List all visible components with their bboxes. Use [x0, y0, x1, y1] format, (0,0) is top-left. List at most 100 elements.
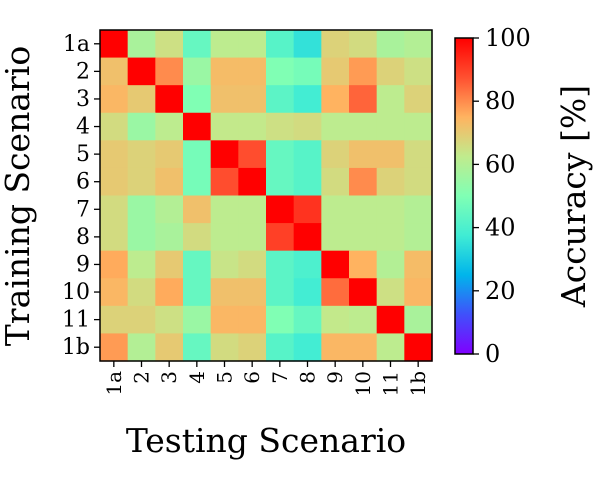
- heatmap-cell: [266, 85, 295, 114]
- heatmap-cell: [376, 223, 405, 252]
- heatmap-cell: [238, 57, 267, 86]
- heatmap-cell: [183, 85, 212, 114]
- heatmap-cell: [404, 30, 433, 59]
- heatmap-cell: [349, 223, 378, 252]
- colorbar: [454, 37, 474, 355]
- heatmap-cell: [404, 250, 433, 279]
- heatmap-cell: [266, 195, 295, 224]
- colorbar-tick-label: 60: [485, 150, 516, 178]
- heatmap-cell: [183, 278, 212, 307]
- colorbar-tick-label: 0: [485, 340, 500, 368]
- heatmap-cell: [238, 140, 267, 169]
- heatmap-cell: [183, 223, 212, 252]
- heatmap-cell: [238, 112, 267, 141]
- x-tick-label: 5: [213, 371, 237, 384]
- heatmap-cell: [127, 167, 156, 197]
- heatmap-cell: [376, 278, 405, 307]
- heatmap-cell: [238, 305, 267, 335]
- heatmap-cell: [349, 333, 378, 362]
- heatmap-cell: [376, 140, 405, 169]
- heatmap-cell: [321, 250, 350, 279]
- heatmap-cell: [127, 57, 156, 86]
- heatmap-cell: [404, 167, 433, 197]
- heatmap-cell: [100, 278, 129, 307]
- heatmap-cell: [376, 167, 405, 197]
- heatmap-cell: [321, 278, 350, 307]
- heatmap-cell: [155, 278, 184, 307]
- heatmap-cell: [293, 112, 322, 141]
- y-tick-label: 1a: [63, 32, 90, 57]
- heatmap-cell: [293, 57, 322, 86]
- heatmap-cell: [404, 305, 433, 335]
- heatmap-cell: [127, 140, 156, 169]
- heatmap-cell: [349, 85, 378, 114]
- heatmap-cell: [321, 85, 350, 114]
- x-tick-label: 2: [130, 371, 154, 384]
- x-tick-label: 1b: [406, 371, 430, 397]
- heatmap-cells: [100, 30, 433, 362]
- heatmap-cell: [266, 112, 295, 141]
- y-tick-label: 1b: [62, 335, 90, 360]
- x-tick-label: 10: [351, 371, 375, 396]
- heatmap-cell: [376, 195, 405, 224]
- heatmap-cell: [155, 195, 184, 224]
- colorbar-ticks: 0 20 40 60 80 100: [473, 24, 531, 368]
- heatmap-cell: [155, 57, 184, 86]
- x-tick-label: 6: [240, 371, 264, 384]
- heatmap-cell: [321, 57, 350, 86]
- heatmap-cell: [210, 57, 239, 86]
- heatmap-cell: [404, 140, 433, 169]
- heatmap-cell: [349, 140, 378, 169]
- heatmap-cell: [100, 30, 129, 59]
- heatmap-cell: [293, 333, 322, 362]
- heatmap-cell: [183, 195, 212, 224]
- colorbar-tick-label: 80: [485, 87, 516, 115]
- heatmap-cell: [349, 57, 378, 86]
- heatmap-cell: [404, 333, 433, 362]
- heatmap-cell: [127, 112, 156, 141]
- heatmap-cell: [349, 195, 378, 224]
- heatmap-cell: [183, 167, 212, 197]
- heatmap-cell: [266, 57, 295, 86]
- heatmap-cell: [293, 30, 322, 59]
- heatmap-cell: [293, 223, 322, 252]
- heatmap-cell: [210, 250, 239, 279]
- heatmap-cell: [183, 140, 212, 169]
- heatmap-cell: [100, 305, 129, 335]
- heatmap-cell: [376, 305, 405, 335]
- heatmap-cell: [404, 195, 433, 224]
- heatmap-cell: [100, 195, 129, 224]
- x-tick-label: 9: [323, 371, 347, 384]
- heatmap-cell: [238, 30, 267, 59]
- heatmap-cell: [293, 278, 322, 307]
- y-tick-label: 11: [62, 308, 90, 333]
- heatmap-cell: [349, 30, 378, 59]
- heatmap-cell: [376, 333, 405, 362]
- heatmap-cell: [155, 112, 184, 141]
- heatmap-cell: [210, 167, 239, 197]
- heatmap-cell: [210, 85, 239, 114]
- heatmap-cell: [321, 195, 350, 224]
- heatmap-cell: [210, 30, 239, 59]
- heatmap-cell: [404, 85, 433, 114]
- y-tick-label: 8: [76, 225, 90, 250]
- heatmap-cell: [100, 333, 129, 362]
- heatmap-cell: [155, 30, 184, 59]
- heatmap-cell: [321, 30, 350, 59]
- heatmap-cell: [376, 57, 405, 86]
- heatmap-cell: [293, 167, 322, 197]
- heatmap-cell: [210, 223, 239, 252]
- heatmap-cell: [321, 223, 350, 252]
- heatmap-cell: [100, 57, 129, 86]
- heatmap-cell: [210, 333, 239, 362]
- heatmap-cell: [404, 278, 433, 307]
- heatmap-cell: [349, 305, 378, 335]
- heatmap-cell: [155, 223, 184, 252]
- y-tick-label: 9: [76, 252, 90, 277]
- heatmap-cell: [127, 250, 156, 279]
- heatmap-cell: [210, 278, 239, 307]
- heatmap-cell: [238, 195, 267, 224]
- y-tick-label: 5: [76, 142, 90, 167]
- heatmap-cell: [238, 278, 267, 307]
- x-axis-label: Testing Scenario: [126, 421, 406, 460]
